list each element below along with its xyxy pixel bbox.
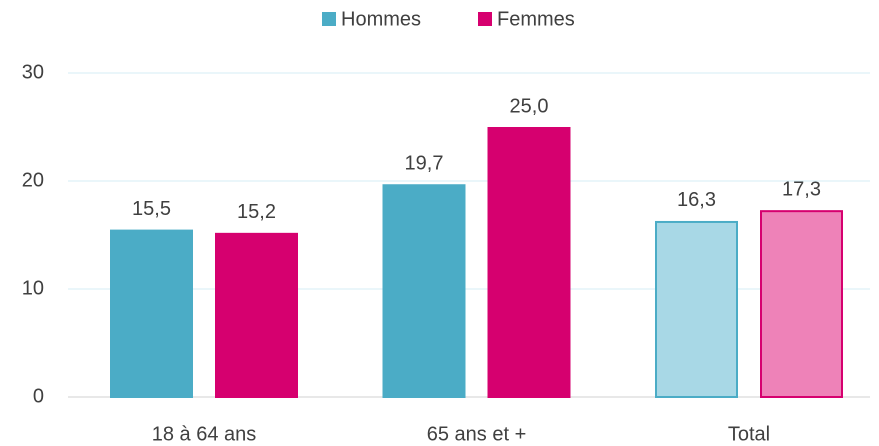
value-label: 19,7 <box>405 153 444 175</box>
x-tick-label: 65 ans et + <box>427 423 527 445</box>
y-tick-label: 20 <box>22 169 44 191</box>
value-label: 15,5 <box>132 198 171 220</box>
bar <box>760 210 843 398</box>
x-tick-label: Total <box>728 423 770 445</box>
value-label: 15,2 <box>237 201 276 223</box>
y-tick-label: 30 <box>22 61 44 83</box>
value-label: 25,0 <box>510 95 549 117</box>
bar <box>487 127 571 398</box>
legend-label: Hommes <box>341 8 421 30</box>
legend-swatch <box>322 12 336 26</box>
y-tick-label: 0 <box>33 385 44 407</box>
y-tick-label: 10 <box>22 277 44 299</box>
legend-label: Femmes <box>497 8 575 30</box>
bar <box>382 184 466 398</box>
value-label: 16,3 <box>677 189 716 211</box>
value-label: 17,3 <box>782 178 821 200</box>
x-tick-label: 18 à 64 ans <box>152 423 257 445</box>
bar <box>110 229 193 398</box>
bar <box>655 220 738 398</box>
bar <box>215 232 298 398</box>
legend-swatch <box>478 12 492 26</box>
